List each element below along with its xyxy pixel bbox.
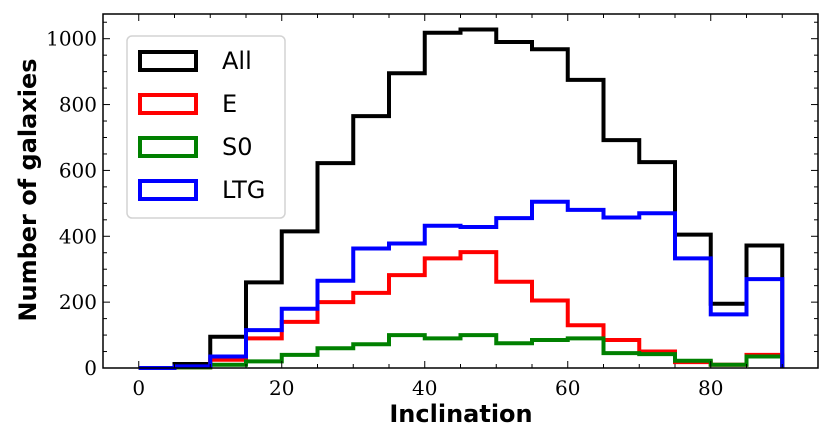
x-tick-label: 40 [412, 376, 437, 400]
x-tick-label: 60 [555, 376, 580, 400]
y-tick-label: 400 [59, 224, 97, 248]
legend-box [126, 35, 286, 219]
legend-swatch-all [138, 50, 198, 72]
x-axis-title: Inclination [389, 400, 532, 428]
histogram-series-s0 [138, 333, 785, 370]
y-tick-label: 600 [59, 158, 97, 182]
y-tick-label: 0 [84, 356, 97, 380]
legend-swatch-s0 [138, 136, 198, 158]
legend-label-s0: S0 [222, 133, 253, 161]
y-tick-label: 800 [59, 93, 97, 117]
histogram-series-ltg [138, 199, 785, 370]
y-tick-label: 200 [59, 290, 97, 314]
legend-label-ltg: LTG [222, 176, 265, 204]
plot-area [138, 27, 785, 370]
histogram-series-e [138, 250, 785, 370]
legend: All E S0 LTG [126, 35, 286, 219]
legend-label-e: E [222, 90, 237, 118]
y-tick-label: 1000 [46, 27, 97, 51]
x-tick-label: 80 [698, 376, 723, 400]
legend-swatch-ltg [138, 179, 198, 201]
y-axis-title: Number of galaxies [14, 58, 42, 321]
legend-label-all: All [222, 47, 252, 75]
legend-swatch-e [138, 93, 198, 115]
x-tick-label: 20 [269, 376, 294, 400]
x-tick-label: 0 [132, 376, 145, 400]
